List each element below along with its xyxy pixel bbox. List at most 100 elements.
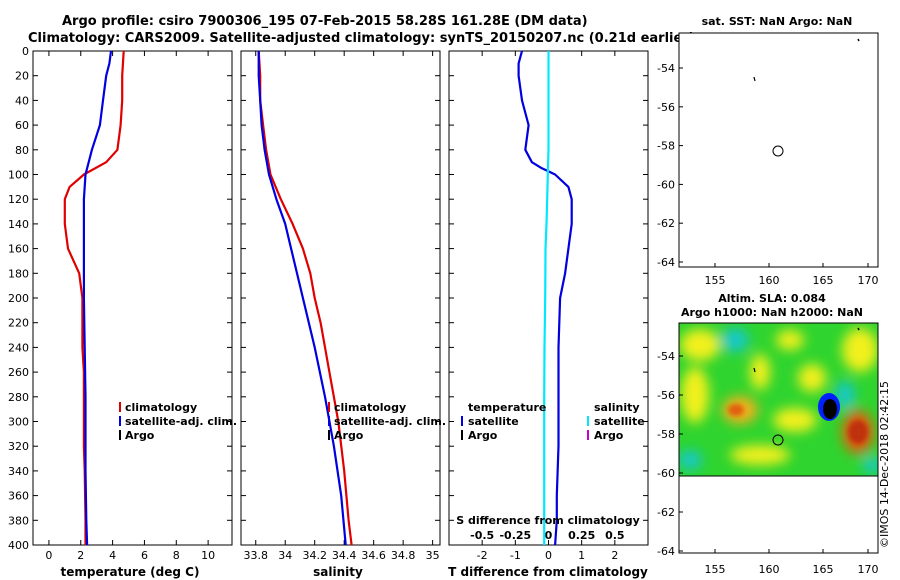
map-y-tick-label: -64: [657, 256, 675, 269]
legend-t-satellite: satellite: [468, 415, 519, 428]
y-tick-label: 0: [22, 45, 29, 58]
map-x-tick-label: 170: [858, 563, 879, 576]
map-y-tick-label: -60: [657, 467, 675, 480]
salinity-axes-frame: [240, 50, 441, 546]
map-y-tick-label: -60: [657, 178, 675, 191]
title-line-2: Climatology: CARS2009. Satellite-adjuste…: [28, 31, 695, 46]
series-temperature-satellite: [517, 50, 573, 546]
map-x-tick-label: 155: [705, 563, 726, 576]
legend-satellite-adj: satellite-adj. clim.: [334, 415, 446, 428]
y-tick-label: 260: [8, 366, 29, 379]
map-y-tick-label: -62: [657, 217, 675, 230]
legend-argo: Argo: [334, 429, 364, 442]
x-tick-label: 34: [278, 549, 292, 562]
x-tick-label: 0: [45, 549, 52, 562]
map-y-tick-label: -64: [657, 545, 675, 558]
map-y-tick-label: -56: [657, 389, 675, 402]
s-diff-tick-label: -0.25: [499, 529, 531, 542]
legend-s-satellite: satellite: [594, 415, 645, 428]
map-x-tick-label: 165: [813, 563, 834, 576]
x-tick-label: 34.2: [302, 549, 327, 562]
argo-position-marker: [772, 145, 784, 157]
x-tick-label: -1: [510, 549, 521, 562]
x-tick-label: 6: [141, 549, 148, 562]
map-y-tick-label: -54: [657, 350, 675, 363]
map-y-tick-label: -54: [657, 62, 675, 75]
y-tick-label: 340: [8, 465, 29, 478]
difference-legend: temperature satellite Argo salinity sate…: [461, 401, 645, 442]
map-x-tick-label: 160: [759, 274, 780, 287]
sst-map-title: sat. SST: NaN Argo: NaN: [702, 15, 853, 28]
legend-argo: Argo: [125, 429, 155, 442]
s-diff-tick-label: 0: [545, 529, 553, 542]
temperature-axes-frame: [32, 50, 233, 546]
y-tick-label: 160: [8, 243, 29, 256]
y-tick-label: 380: [8, 514, 29, 527]
series-salinity-satellite: [543, 51, 550, 545]
map-y-tick-label: -62: [657, 506, 675, 519]
difference-xlabel: T difference from climatology: [448, 565, 648, 579]
difference-panel: -2 -1 0 1 2 -0.5 -0.25 0 0.25 0.5 T difference f…: [448, 50, 649, 579]
sla-map-title-1: Altim. SLA: 0.084: [718, 292, 826, 305]
y-tick-label: 360: [8, 490, 29, 503]
sla-heatmap: [679, 323, 878, 476]
s-diff-tick-label: 0.25: [568, 529, 595, 542]
island-speck: [857, 327, 860, 331]
sla-map: Altim. SLA: 0.084 Argo h1000: NaN h2000:…: [657, 292, 879, 576]
legend-salinity-title: salinity: [594, 401, 640, 414]
y-tick-label: 280: [8, 391, 29, 404]
temperature-panel: 0 2 4 6 8 10 0 20 40 60 80 100 120 140 160 180 200 220 24…: [8, 45, 237, 579]
s-diff-tick-label: -0.5: [470, 529, 494, 542]
salinity-legend: climatology satellite-adj. clim. Argo: [328, 401, 446, 442]
map-y-tick-label: -56: [657, 101, 675, 114]
s-diff-tick-label: 0.5: [605, 529, 625, 542]
x-tick-label: 0: [545, 549, 552, 562]
x-tick-label: 2: [77, 549, 84, 562]
argo-position-marker: [772, 434, 784, 446]
map-y-tick-label: -58: [657, 428, 675, 441]
imos-watermark: ©IMOS 14-Dec-2018 02:42:15: [878, 381, 891, 548]
x-tick-label: -2: [477, 549, 488, 562]
y-tick-label: 400: [8, 539, 29, 552]
x-tick-label: 34.4: [332, 549, 357, 562]
legend-temperature-title: temperature: [468, 401, 546, 414]
map-y-tick-label: -58: [657, 140, 675, 153]
y-tick-label: 200: [8, 292, 29, 305]
y-tick-label: 180: [8, 267, 29, 280]
temperature-legend: climatology satellite-adj. clim. Argo: [119, 401, 237, 442]
x-tick-label: 10: [201, 549, 215, 562]
legend-climatology: climatology: [334, 401, 406, 414]
sla-map-title-2: Argo h1000: NaN h2000: NaN: [681, 306, 863, 319]
y-tick-label: 240: [8, 341, 29, 354]
x-tick-label: 2: [611, 549, 618, 562]
sst-map-frame: [678, 32, 879, 268]
salinity-xlabel: salinity: [313, 565, 363, 579]
x-tick-label: 35: [426, 549, 440, 562]
sla-map-frame: [678, 322, 879, 554]
map-x-tick-label: 170: [858, 274, 879, 287]
y-tick-label: 80: [15, 144, 29, 157]
y-tick-label: 220: [8, 317, 29, 330]
legend-satellite-adj: satellite-adj. clim.: [125, 415, 237, 428]
series-satellite-adj-clim-: [82, 50, 113, 546]
series-climatology: [63, 50, 125, 545]
s-difference-label: S difference from climatology: [456, 514, 640, 527]
legend-t-argo: Argo: [468, 429, 498, 442]
legend-climatology: climatology: [125, 401, 197, 414]
y-tick-label: 300: [8, 416, 29, 429]
y-tick-label: 140: [8, 218, 29, 231]
temperature-xlabel: temperature (deg C): [61, 565, 200, 579]
x-tick-label: 1: [578, 549, 585, 562]
title-line-1: Argo profile: csiro 7900306_195 07-Feb-2…: [62, 14, 588, 29]
salinity-panel: 33.8 34 34.2 34.4 34.6 34.8 35 salinity climat…: [240, 50, 446, 579]
y-tick-label: 20: [15, 70, 29, 83]
y-tick-label: 60: [15, 119, 29, 132]
y-tick-label: 320: [8, 440, 29, 453]
island-speck: [753, 76, 756, 82]
x-tick-label: 34.8: [391, 549, 416, 562]
island-speck: [857, 38, 860, 42]
map-x-tick-label: 155: [705, 274, 726, 287]
sst-map: sat. SST: NaN Argo: NaN 155 160 165 170 -54…: [657, 15, 879, 287]
x-tick-label: 8: [173, 549, 180, 562]
